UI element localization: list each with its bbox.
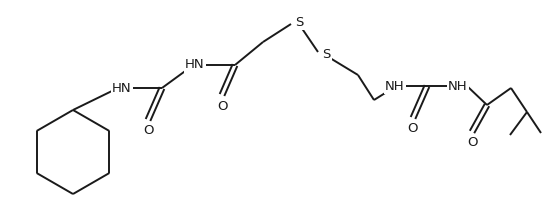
Text: NH: NH <box>448 79 468 92</box>
Text: O: O <box>217 99 227 113</box>
Text: S: S <box>322 48 330 62</box>
Text: O: O <box>467 136 477 150</box>
Text: O: O <box>143 124 153 138</box>
Text: HN: HN <box>112 81 132 95</box>
Text: NH: NH <box>385 79 405 92</box>
Text: HN: HN <box>185 58 205 71</box>
Text: S: S <box>295 16 304 28</box>
Text: O: O <box>408 122 418 136</box>
